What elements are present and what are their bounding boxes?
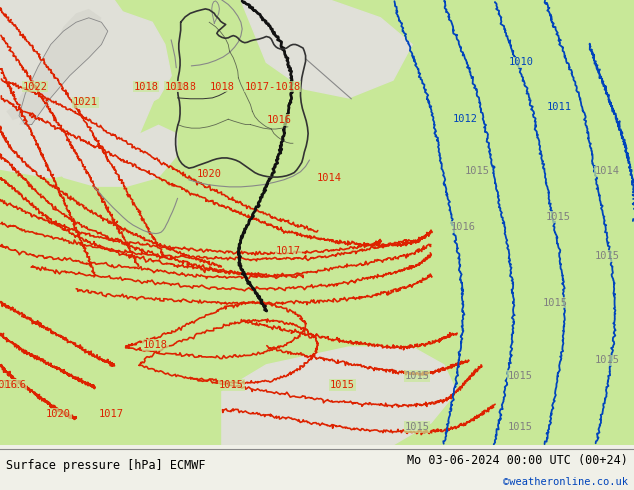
Text: 1017: 1017 — [98, 409, 124, 419]
Text: 1015: 1015 — [595, 251, 620, 261]
Polygon shape — [19, 18, 108, 124]
Text: 1017-1018: 1017-1018 — [245, 82, 301, 92]
Text: 1014: 1014 — [595, 166, 620, 176]
Polygon shape — [0, 0, 634, 445]
Text: 1018: 1018 — [209, 82, 235, 92]
Text: 1015: 1015 — [545, 212, 571, 222]
Text: 1015: 1015 — [404, 422, 430, 432]
Text: Mo 03-06-2024 00:00 UTC (00+24): Mo 03-06-2024 00:00 UTC (00+24) — [407, 454, 628, 467]
Text: 1010: 1010 — [508, 57, 534, 67]
Text: 1015: 1015 — [464, 166, 489, 176]
Text: Surface pressure [hPa] ECMWF: Surface pressure [hPa] ECMWF — [6, 459, 206, 472]
Text: 1018: 1018 — [133, 82, 158, 92]
Text: 1011: 1011 — [547, 102, 572, 112]
Text: 1018: 1018 — [143, 340, 168, 350]
Polygon shape — [19, 9, 101, 124]
Text: 1020: 1020 — [46, 409, 71, 419]
Text: 1018: 1018 — [171, 82, 197, 92]
Polygon shape — [6, 80, 38, 120]
Polygon shape — [0, 0, 171, 124]
Text: 1015: 1015 — [330, 380, 355, 390]
Polygon shape — [241, 0, 412, 98]
Text: 1016: 1016 — [450, 222, 476, 232]
Text: 1016: 1016 — [266, 115, 292, 125]
Text: 1015: 1015 — [219, 380, 244, 390]
Text: 1015: 1015 — [507, 371, 533, 381]
Text: 1021: 1021 — [73, 98, 98, 107]
Text: 1015: 1015 — [507, 422, 533, 432]
Text: 1015: 1015 — [542, 297, 567, 308]
Text: 1015: 1015 — [404, 371, 430, 381]
Text: 1022: 1022 — [22, 82, 48, 92]
Polygon shape — [222, 347, 456, 445]
Text: 1016: 1016 — [0, 380, 18, 390]
Polygon shape — [0, 0, 158, 178]
Text: ©weatheronline.co.uk: ©weatheronline.co.uk — [503, 477, 628, 487]
Text: 1014: 1014 — [317, 173, 342, 183]
Text: 1015: 1015 — [595, 355, 620, 366]
Text: 1018: 1018 — [165, 82, 190, 92]
Text: 1020: 1020 — [197, 169, 222, 178]
Polygon shape — [51, 124, 178, 187]
Text: 1017: 1017 — [276, 246, 301, 256]
Text: 1016: 1016 — [1, 380, 27, 390]
Text: 1012: 1012 — [453, 114, 478, 124]
